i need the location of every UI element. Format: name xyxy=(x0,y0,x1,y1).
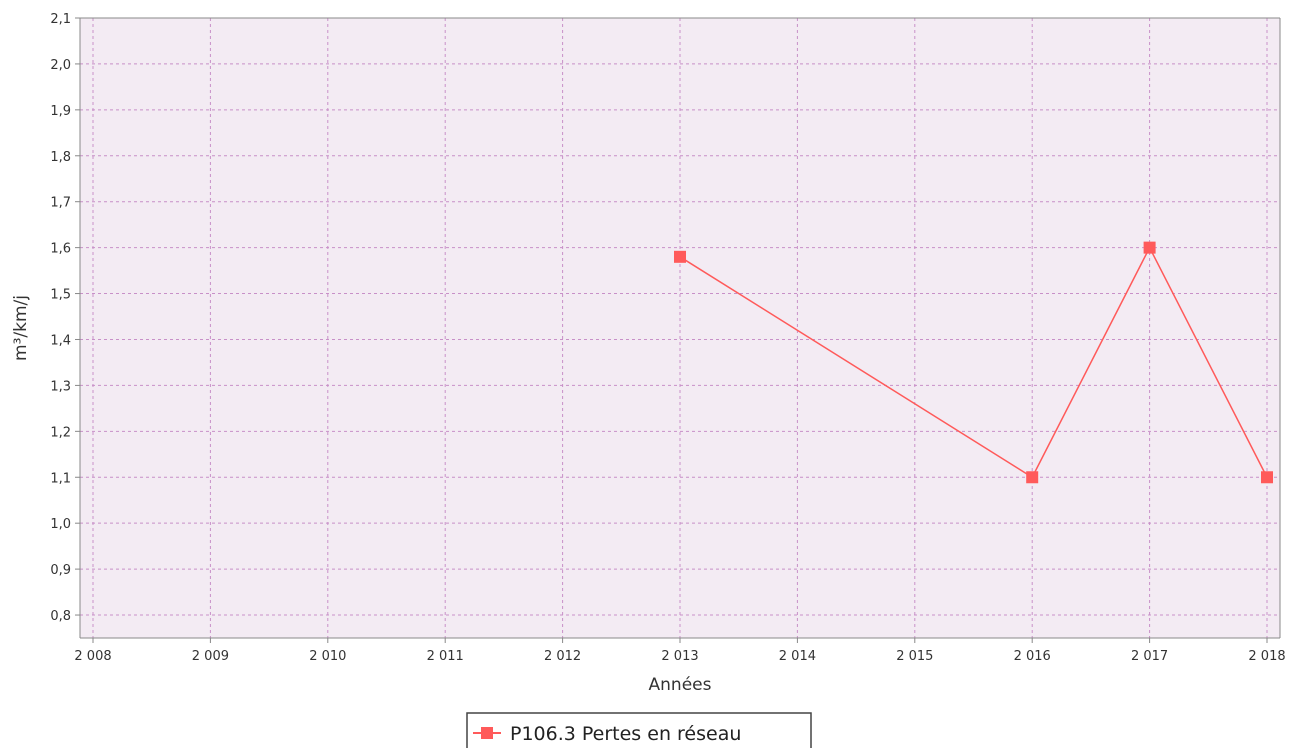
legend-series-label: P106.3 Pertes en réseau xyxy=(510,723,741,745)
y-tick-label: 2,0 xyxy=(50,58,71,73)
y-axis-title: m³/km/j xyxy=(11,295,31,361)
x-tick-label: 2 014 xyxy=(779,649,816,664)
y-tick-labels: 0,8 0,9 1,0 1,1 1,2 1,3 1,4 1,5 1,6 1,7 1,8 1,9 2,0 2… xyxy=(50,12,71,624)
y-tick-label: 0,8 xyxy=(50,609,71,624)
y-tick-label: 1,1 xyxy=(50,471,71,486)
y-tick-label: 1,2 xyxy=(50,425,71,440)
y-tick-label: 1,8 xyxy=(50,150,71,165)
x-tick-label: 2 016 xyxy=(1014,649,1051,664)
x-tick-label: 2 015 xyxy=(896,649,933,664)
legend-series-marker xyxy=(481,727,493,739)
x-tick-label: 2 011 xyxy=(427,649,464,664)
data-point-marker xyxy=(1144,242,1156,254)
x-tick-label: 2 012 xyxy=(544,649,581,664)
x-tick-label: 2 009 xyxy=(192,649,229,664)
x-tick-label: 2 017 xyxy=(1131,649,1168,664)
y-tick-label: 1,0 xyxy=(50,517,71,532)
y-tick-label: 1,5 xyxy=(50,288,71,303)
x-tick-label: 2 010 xyxy=(309,649,346,664)
y-tick-label: 1,3 xyxy=(50,379,71,394)
x-tick-labels: 2 008 2 009 2 010 2 011 2 012 2 013 2 014 2 015… xyxy=(74,649,1285,664)
x-axis-title: Années xyxy=(649,675,712,695)
y-tick-label: 1,6 xyxy=(50,242,71,257)
x-tick-label: 2 018 xyxy=(1248,649,1285,664)
data-point-marker xyxy=(1026,471,1038,483)
x-tick-label: 2 013 xyxy=(661,649,698,664)
y-tick-label: 1,9 xyxy=(50,104,71,119)
y-tick-label: 1,7 xyxy=(50,196,71,211)
y-tick-label: 0,9 xyxy=(50,563,71,578)
legend: P106.3 Pertes en réseau xyxy=(467,713,811,748)
y-tick-label: 1,4 xyxy=(50,333,71,348)
data-point-marker xyxy=(1261,471,1273,483)
y-tick-label: 2,1 xyxy=(50,12,71,27)
x-tick-label: 2 008 xyxy=(74,649,111,664)
data-point-marker xyxy=(674,251,686,263)
